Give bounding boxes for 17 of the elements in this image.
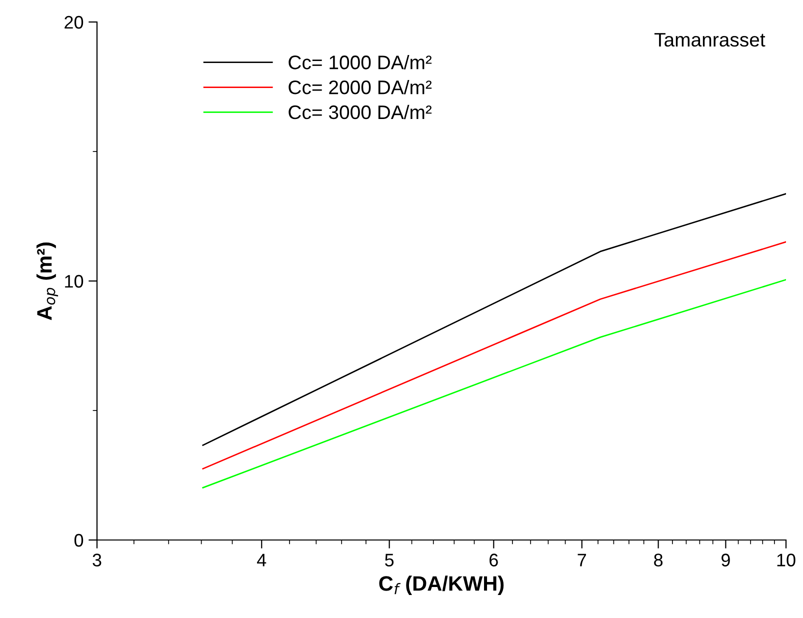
x-tick-label: 10 bbox=[777, 554, 796, 566]
x-tick-label: 8 bbox=[654, 554, 663, 566]
legend-label: Cc= 2000 DA/m² bbox=[288, 80, 432, 94]
legend-label: Cc= 1000 DA/m² bbox=[288, 55, 432, 70]
x-tick-label: 3 bbox=[92, 554, 102, 566]
x-tick-label: 5 bbox=[385, 554, 394, 566]
x-axis-title: C$_{f}$ (DA/KWH) bbox=[379, 576, 504, 595]
y-tick-label: 0 bbox=[74, 534, 84, 547]
x-tick-label: 6 bbox=[490, 554, 498, 566]
x-tick-label: 9 bbox=[722, 554, 730, 566]
annotation: Tamanrasset bbox=[654, 33, 766, 47]
x-tick-label: 7 bbox=[578, 554, 586, 566]
y-axis-title: A$_{op}$ (m²) bbox=[36, 242, 58, 320]
y-tick-label: 20 bbox=[64, 16, 84, 29]
x-tick-label: 4 bbox=[257, 554, 266, 566]
y-tick-label: 10 bbox=[65, 274, 84, 288]
legend-label: Cc= 3000 DA/m² bbox=[288, 104, 432, 120]
